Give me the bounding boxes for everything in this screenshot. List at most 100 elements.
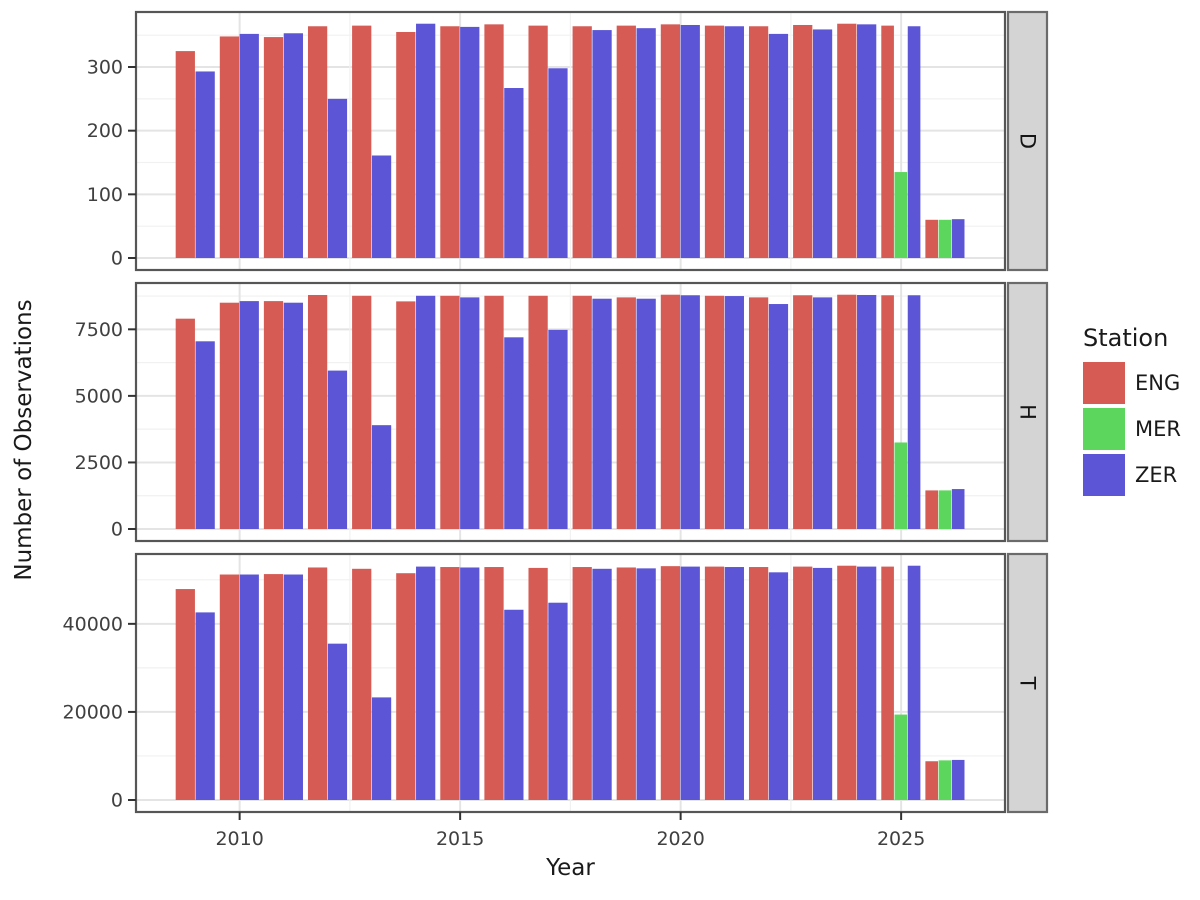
bar-zer-2019 bbox=[636, 568, 656, 800]
bar-zer-2016 bbox=[504, 609, 524, 800]
bar-zer-2021 bbox=[724, 567, 744, 800]
y-tick-label: 0 bbox=[111, 790, 123, 812]
bar-zer-2023 bbox=[812, 297, 833, 529]
bar-eng-2025 bbox=[881, 25, 894, 259]
bar-zer-2024 bbox=[857, 24, 877, 258]
bar-eng-2021 bbox=[704, 295, 725, 529]
y-tick-label: 0 bbox=[111, 519, 123, 541]
bar-eng-2009 bbox=[175, 318, 195, 529]
bar-zer-2015 bbox=[460, 26, 480, 258]
bar-eng-2024 bbox=[837, 565, 857, 800]
bar-eng-2019 bbox=[616, 25, 636, 259]
legend-swatch-zer bbox=[1083, 454, 1125, 496]
bar-eng-2026 bbox=[925, 490, 939, 529]
bar-mer-2025 bbox=[894, 172, 908, 258]
legend-items: ENG MER ZER bbox=[1083, 362, 1198, 496]
y-tick-label: 0 bbox=[111, 248, 123, 270]
bar-zer-2011 bbox=[283, 302, 303, 529]
y-tick-label: 100 bbox=[87, 184, 123, 206]
facet-strip-label: T bbox=[1016, 676, 1040, 690]
bar-eng-2025 bbox=[881, 295, 894, 529]
bar-eng-2021 bbox=[704, 566, 725, 800]
bar-eng-2019 bbox=[616, 567, 636, 800]
bar-eng-2014 bbox=[396, 31, 416, 259]
bar-zer-2010 bbox=[239, 301, 259, 529]
bar-eng-2016 bbox=[484, 24, 504, 258]
x-axis-title: Year bbox=[546, 855, 595, 881]
x-tick-label: 2015 bbox=[436, 828, 484, 850]
x-tick-label: 2010 bbox=[215, 828, 263, 850]
bar-zer-2015 bbox=[460, 567, 480, 800]
bar-eng-2016 bbox=[484, 567, 504, 800]
bar-zer-2012 bbox=[327, 643, 348, 800]
bar-mer-2026 bbox=[938, 490, 952, 529]
bar-eng-2018 bbox=[572, 26, 592, 259]
bar-zer-2017 bbox=[548, 602, 568, 800]
bar-zer-2020 bbox=[680, 295, 700, 529]
bar-eng-2013 bbox=[352, 568, 372, 800]
bar-eng-2015 bbox=[440, 295, 460, 529]
bar-zer-2010 bbox=[239, 574, 259, 800]
y-tick-label: 2500 bbox=[75, 452, 123, 474]
panel-border bbox=[134, 552, 1007, 814]
bar-zer-2022 bbox=[768, 33, 789, 258]
bar-zer-2026 bbox=[951, 489, 965, 529]
bar-zer-2026 bbox=[951, 759, 965, 800]
bar-eng-2011 bbox=[263, 301, 284, 529]
bar-zer-2015 bbox=[460, 297, 480, 529]
bar-eng-2020 bbox=[660, 24, 681, 258]
facet-strip-label: H bbox=[1016, 404, 1040, 420]
y-tick-label: 5000 bbox=[75, 385, 123, 407]
bar-zer-2016 bbox=[504, 88, 524, 258]
bar-eng-2021 bbox=[704, 25, 725, 259]
bar-eng-2010 bbox=[219, 574, 240, 800]
bar-zer-2013 bbox=[371, 697, 392, 800]
bar-zer-2009 bbox=[195, 612, 215, 800]
bar-mer-2025 bbox=[894, 442, 908, 529]
bar-zer-2018 bbox=[592, 30, 612, 258]
bar-zer-2023 bbox=[812, 567, 833, 800]
bar-zer-2022 bbox=[768, 572, 789, 800]
legend-label: MER bbox=[1135, 417, 1181, 441]
panel-border bbox=[134, 10, 1007, 272]
bar-zer-2012 bbox=[327, 370, 348, 529]
bar-eng-2013 bbox=[352, 295, 372, 529]
bar-zer-2019 bbox=[636, 28, 656, 258]
bar-eng-2019 bbox=[616, 297, 636, 529]
bar-zer-2026 bbox=[951, 219, 965, 258]
x-tick-label: 2020 bbox=[656, 828, 704, 850]
bar-eng-2023 bbox=[793, 24, 813, 258]
bar-zer-2019 bbox=[636, 298, 656, 529]
bar-eng-2009 bbox=[175, 51, 195, 259]
bar-zer-2014 bbox=[416, 23, 436, 259]
bar-zer-2017 bbox=[548, 68, 568, 258]
bar-eng-2022 bbox=[748, 26, 769, 259]
bar-zer-2014 bbox=[416, 295, 436, 529]
bar-eng-2024 bbox=[837, 23, 857, 259]
bar-eng-2017 bbox=[528, 567, 548, 800]
bar-eng-2009 bbox=[175, 589, 195, 800]
bar-zer-2021 bbox=[724, 26, 744, 259]
bar-eng-2016 bbox=[484, 295, 504, 529]
bar-zer-2025 bbox=[907, 295, 921, 529]
bar-zer-2009 bbox=[195, 341, 215, 529]
bar-eng-2010 bbox=[219, 36, 240, 258]
legend-title: Station bbox=[1083, 324, 1169, 352]
bar-zer-2012 bbox=[327, 98, 348, 259]
bar-eng-2017 bbox=[528, 295, 548, 529]
bar-zer-2024 bbox=[857, 294, 877, 529]
bar-zer-2025 bbox=[907, 26, 921, 259]
bar-eng-2014 bbox=[396, 301, 416, 529]
bar-eng-2022 bbox=[748, 297, 769, 529]
bar-zer-2009 bbox=[195, 71, 215, 258]
bar-eng-2011 bbox=[263, 37, 284, 259]
bar-eng-2020 bbox=[660, 566, 681, 800]
bar-eng-2018 bbox=[572, 567, 592, 800]
bar-eng-2012 bbox=[307, 294, 328, 529]
bar-zer-2017 bbox=[548, 329, 568, 529]
legend-item-eng: ENG bbox=[1083, 362, 1198, 404]
bar-zer-2010 bbox=[239, 33, 259, 258]
bar-eng-2024 bbox=[837, 294, 857, 529]
